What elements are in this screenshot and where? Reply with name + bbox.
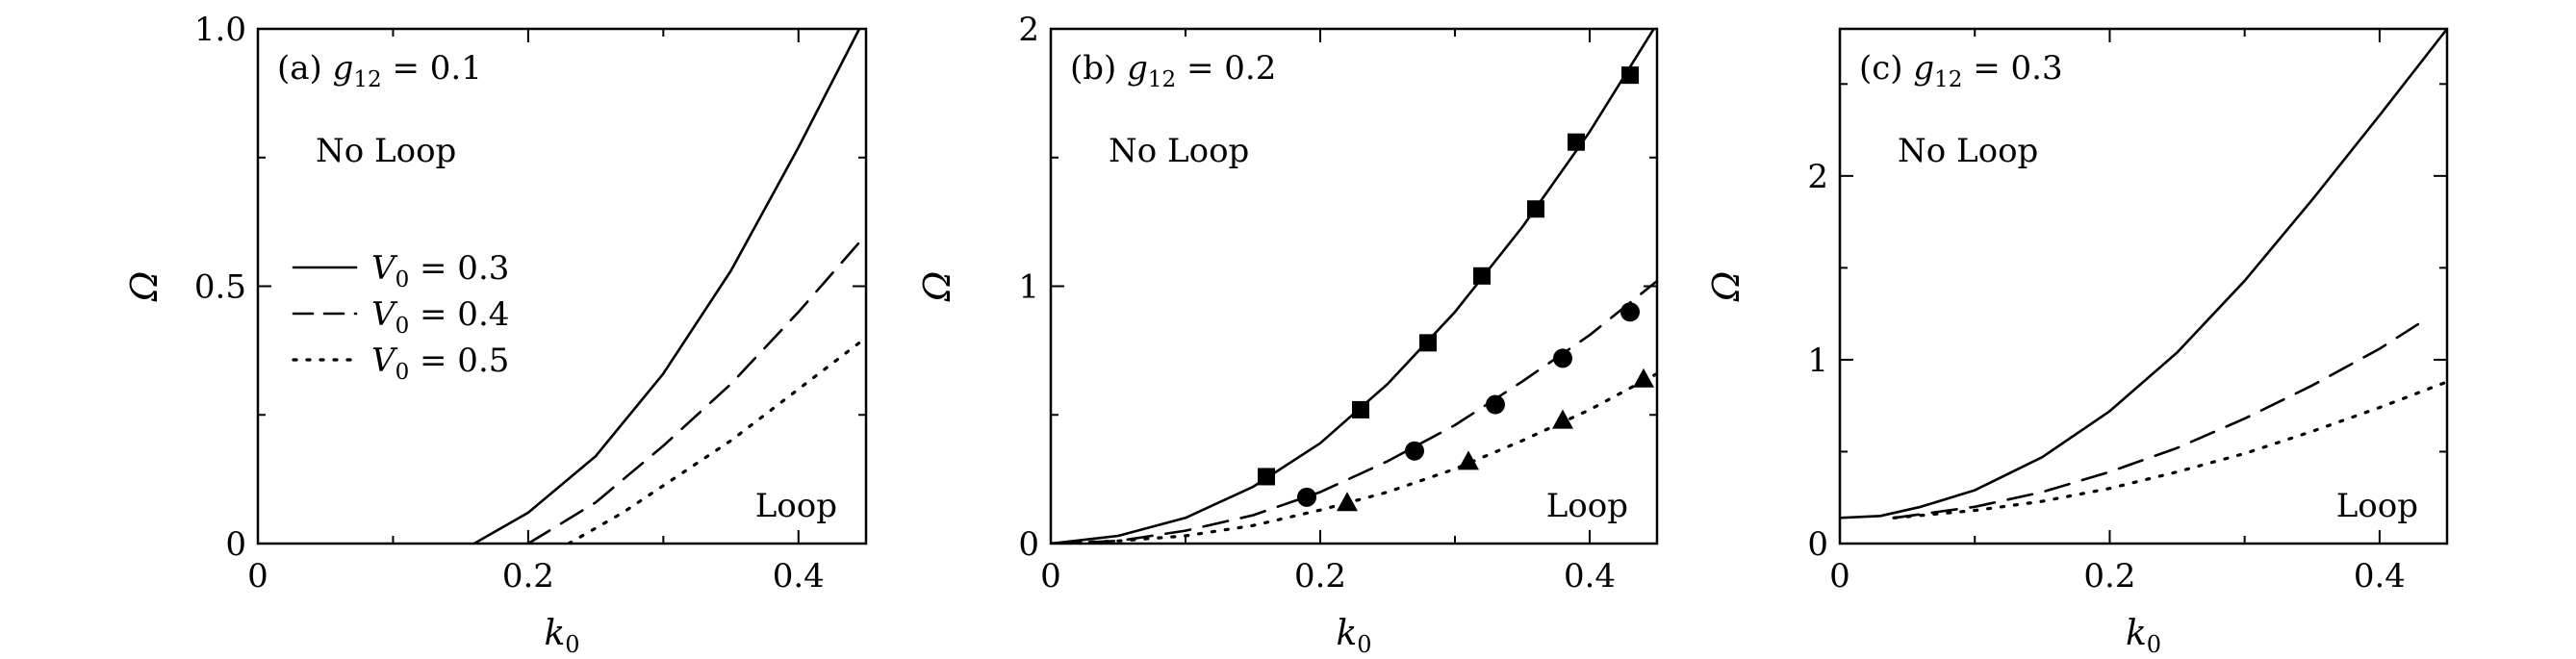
region-label-loop: Loop — [2336, 487, 2418, 525]
marker-triangle — [1552, 409, 1573, 429]
x-tick-label: 0.2 — [502, 557, 554, 596]
y-axis-label: Ω — [916, 271, 958, 303]
marker-circle — [1405, 441, 1424, 461]
x-axis-label: k0 — [2126, 614, 2161, 658]
y-tick-label: 0 — [1807, 525, 1828, 564]
region-label-loop: Loop — [755, 487, 837, 525]
panel-label: (a) g12 = 0.1 — [277, 49, 482, 92]
y-tick-label: 2 — [1807, 158, 1828, 196]
series-line-solid — [472, 29, 861, 544]
x-tick-label: 0 — [1829, 557, 1850, 596]
legend-label: V0 = 0.4 — [371, 295, 509, 339]
marker-square — [1568, 133, 1585, 151]
y-tick-label: 0 — [225, 525, 246, 564]
x-tick-label: 0.2 — [2083, 557, 2135, 596]
series-line-solid — [1840, 29, 2447, 520]
x-tick-label: 0.2 — [1294, 557, 1346, 596]
marker-square — [1473, 266, 1491, 285]
series-group — [1051, 29, 1657, 544]
y-tick-label: 0 — [1018, 525, 1039, 564]
x-axis-label: k0 — [1336, 614, 1371, 658]
region-label-no-loop: No Loop — [1109, 132, 1249, 170]
marker-triangle — [1337, 492, 1358, 512]
y-tick-label: 1.0 — [194, 11, 246, 49]
marker-triangle — [1458, 450, 1479, 470]
x-tick-label: 0.4 — [2354, 557, 2406, 596]
y-axis-label: Ω — [123, 271, 166, 303]
plot-frame — [1049, 27, 1659, 545]
marker-circle — [1297, 487, 1316, 507]
series-group — [1840, 29, 2447, 520]
y-tick-label: 1 — [1018, 268, 1039, 307]
x-tick-label: 0 — [1040, 557, 1061, 596]
chart-panel-b: 0 0.2 0.4 0 1 2 k0 Ω (b) g12 = 0.2 No Loop Loop — [916, 11, 1659, 658]
region-label-no-loop: No Loop — [1898, 132, 2038, 170]
series-line-dashed — [1892, 321, 2422, 520]
panel-label: (b) g12 = 0.2 — [1070, 49, 1276, 92]
series-group — [472, 29, 866, 544]
marker-square — [1258, 468, 1275, 486]
chart-panel-a: 0 0.2 0.4 0 0.5 1.0 k0 Ω (a) g12 = 0.1 No Loop Loo… — [123, 11, 868, 658]
marker-square — [1419, 334, 1437, 352]
plot-frame — [256, 27, 868, 545]
marker-circle — [1486, 394, 1505, 415]
marker-circle — [1620, 302, 1640, 322]
marker-square — [1527, 200, 1544, 218]
legend-label: V0 = 0.3 — [371, 249, 509, 292]
marker-circle — [1553, 348, 1572, 368]
panel-label: (c) g12 = 0.3 — [1859, 49, 2063, 92]
marker-square — [1352, 400, 1369, 418]
x-tick-label: 0 — [247, 557, 268, 596]
series-line-dashed — [526, 233, 866, 544]
legend-label: V0 = 0.5 — [371, 342, 509, 385]
plot-frame — [1838, 27, 2449, 545]
y-tick-label: 0.5 — [194, 268, 246, 307]
x-tick-label: 0.4 — [773, 557, 825, 596]
y-tick-label: 1 — [1807, 342, 1828, 380]
chart-panel-c: 0 0.2 0.4 0 1 2 k0 Ω (c) g12 = 0.3 No Loop Loop — [1705, 27, 2449, 658]
y-axis-label: Ω — [1705, 271, 1747, 303]
y-tick-label: 2 — [1018, 11, 1039, 49]
marker-triangle — [1633, 368, 1654, 388]
series-line-solid — [1051, 29, 1656, 544]
region-label-no-loop: No Loop — [316, 132, 456, 170]
x-axis-label: k0 — [544, 614, 579, 658]
region-label-loop: Loop — [1546, 487, 1628, 525]
marker-square — [1621, 66, 1639, 85]
x-tick-label: 0.4 — [1564, 557, 1616, 596]
